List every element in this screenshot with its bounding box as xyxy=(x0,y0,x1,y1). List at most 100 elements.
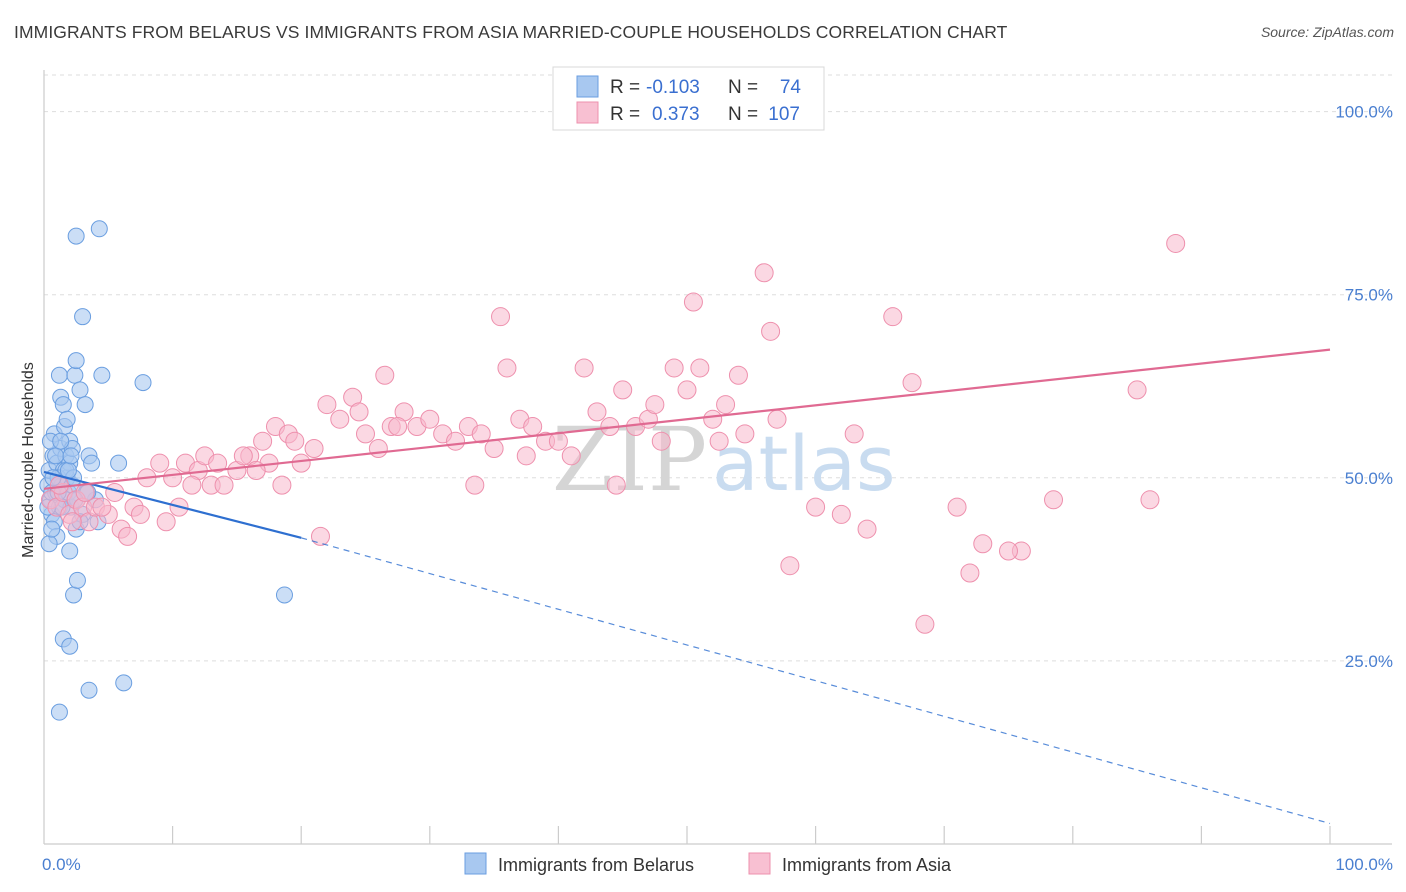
point-asia-98 xyxy=(606,475,626,495)
x-tick-label-max: 100.0% xyxy=(1335,855,1393,874)
point-asia-50 xyxy=(587,402,607,422)
point-asia-78 xyxy=(49,475,69,495)
point-asia-86 xyxy=(182,475,202,495)
point-asia-79 xyxy=(62,512,82,532)
legend-n-value-2: 107 xyxy=(768,104,800,125)
point-asia-106 xyxy=(1140,490,1160,510)
point-asia-95 xyxy=(388,417,408,437)
point-asia-82 xyxy=(118,526,138,546)
point-belarus-42 xyxy=(65,586,83,604)
point-belarus-66 xyxy=(275,586,293,604)
point-asia-38 xyxy=(446,431,466,451)
point-asia-41 xyxy=(484,439,504,459)
point-asia-89 xyxy=(233,446,253,466)
trend-belarus-dashed xyxy=(301,537,1331,825)
point-asia-67 xyxy=(831,504,851,524)
point-asia-40 xyxy=(471,424,491,444)
point-asia-81 xyxy=(92,497,112,517)
point-asia-55 xyxy=(651,431,671,451)
point-belarus-32 xyxy=(71,381,89,399)
bottom-legend-swatch-belarus xyxy=(464,852,487,875)
point-belarus-72 xyxy=(62,447,80,465)
point-asia-97 xyxy=(516,446,536,466)
point-belarus-27 xyxy=(58,410,76,428)
point-belarus-30 xyxy=(66,366,84,384)
legend-r-label-2: R = xyxy=(610,104,640,125)
point-asia-28 xyxy=(330,409,350,429)
point-asia-105 xyxy=(999,541,1018,561)
point-asia-66 xyxy=(806,497,826,517)
point-asia-58 xyxy=(683,292,703,312)
point-asia-69 xyxy=(902,373,922,393)
legend-r-value-1: -0.103 xyxy=(646,77,700,98)
point-belarus-37 xyxy=(61,542,79,560)
trend-belarus xyxy=(43,470,302,539)
point-asia-102 xyxy=(761,321,781,341)
point-asia-21 xyxy=(253,431,273,451)
point-asia-52 xyxy=(613,380,633,400)
source-label: Source: ZipAtlas.com xyxy=(1260,24,1394,40)
point-belarus-51 xyxy=(110,454,128,472)
point-belarus-25 xyxy=(54,396,72,414)
point-asia-92 xyxy=(285,431,305,451)
point-asia-59 xyxy=(690,358,710,378)
bottom-legend-label-belarus: Immigrants from Belarus xyxy=(498,855,694,875)
point-asia-43 xyxy=(497,358,517,378)
y-axis-title: Married-couple Households xyxy=(20,362,37,558)
chart-title: IMMIGRANTS FROM BELARUS VS IMMIGRANTS FR… xyxy=(14,22,1008,42)
point-asia-48 xyxy=(561,446,581,466)
point-asia-18 xyxy=(214,475,234,495)
point-asia-61 xyxy=(716,395,736,415)
point-belarus-46 xyxy=(50,703,68,721)
bottom-legend: Immigrants from Belarus Immigrants from … xyxy=(464,852,952,875)
point-asia-31 xyxy=(368,439,388,459)
legend: R = -0.103 N = 74 R = 0.373 N = 107 xyxy=(552,66,825,131)
legend-n-label-1: N = xyxy=(728,77,758,98)
point-asia-25 xyxy=(291,453,311,473)
trend-lines xyxy=(43,348,1331,825)
point-belarus-63 xyxy=(52,432,70,450)
y-tick-label-75: 75.0% xyxy=(1345,286,1393,305)
point-asia-71 xyxy=(947,497,967,517)
point-asia-49 xyxy=(574,358,594,378)
point-belarus-41 xyxy=(61,637,79,655)
point-asia-94 xyxy=(349,402,369,422)
y-tick-label-50: 50.0% xyxy=(1345,469,1393,488)
point-belarus-43 xyxy=(68,571,86,589)
legend-swatch-belarus xyxy=(576,75,599,98)
point-asia-13 xyxy=(150,453,170,473)
point-asia-88 xyxy=(208,453,228,473)
point-asia-77 xyxy=(1166,233,1186,253)
x-ticks xyxy=(172,826,1331,844)
point-asia-57 xyxy=(677,380,697,400)
point-belarus-33 xyxy=(74,308,92,326)
point-asia-70 xyxy=(915,614,935,634)
point-belarus-55 xyxy=(40,535,58,553)
x-tick-label-min: 0.0% xyxy=(42,855,81,874)
point-asia-83 xyxy=(130,504,150,524)
point-asia-65 xyxy=(780,556,800,576)
point-belarus-31 xyxy=(67,352,85,370)
point-belarus-49 xyxy=(93,366,111,384)
point-asia-103 xyxy=(844,424,864,444)
legend-n-value-1: 74 xyxy=(780,77,802,98)
point-asia-75 xyxy=(1044,490,1064,510)
point-asia-62 xyxy=(728,365,748,385)
y-tick-labels: 25.0% 50.0% 75.0% 100.0% xyxy=(1335,103,1393,671)
point-asia-42 xyxy=(491,307,511,327)
point-belarus-56 xyxy=(43,520,61,538)
legend-swatch-asia xyxy=(576,101,599,124)
series-asia-points xyxy=(40,233,1186,634)
point-asia-68 xyxy=(857,519,877,539)
point-asia-72 xyxy=(960,563,980,583)
point-asia-56 xyxy=(664,358,684,378)
point-asia-99 xyxy=(645,395,665,415)
legend-n-label-2: N = xyxy=(728,104,758,125)
point-belarus-23 xyxy=(50,366,68,384)
point-asia-80 xyxy=(75,482,95,502)
bottom-legend-label-asia: Immigrants from Asia xyxy=(782,855,952,875)
point-asia-63 xyxy=(754,263,774,283)
point-asia-96 xyxy=(465,475,485,495)
gridlines xyxy=(44,74,1392,662)
point-asia-101 xyxy=(735,424,755,444)
